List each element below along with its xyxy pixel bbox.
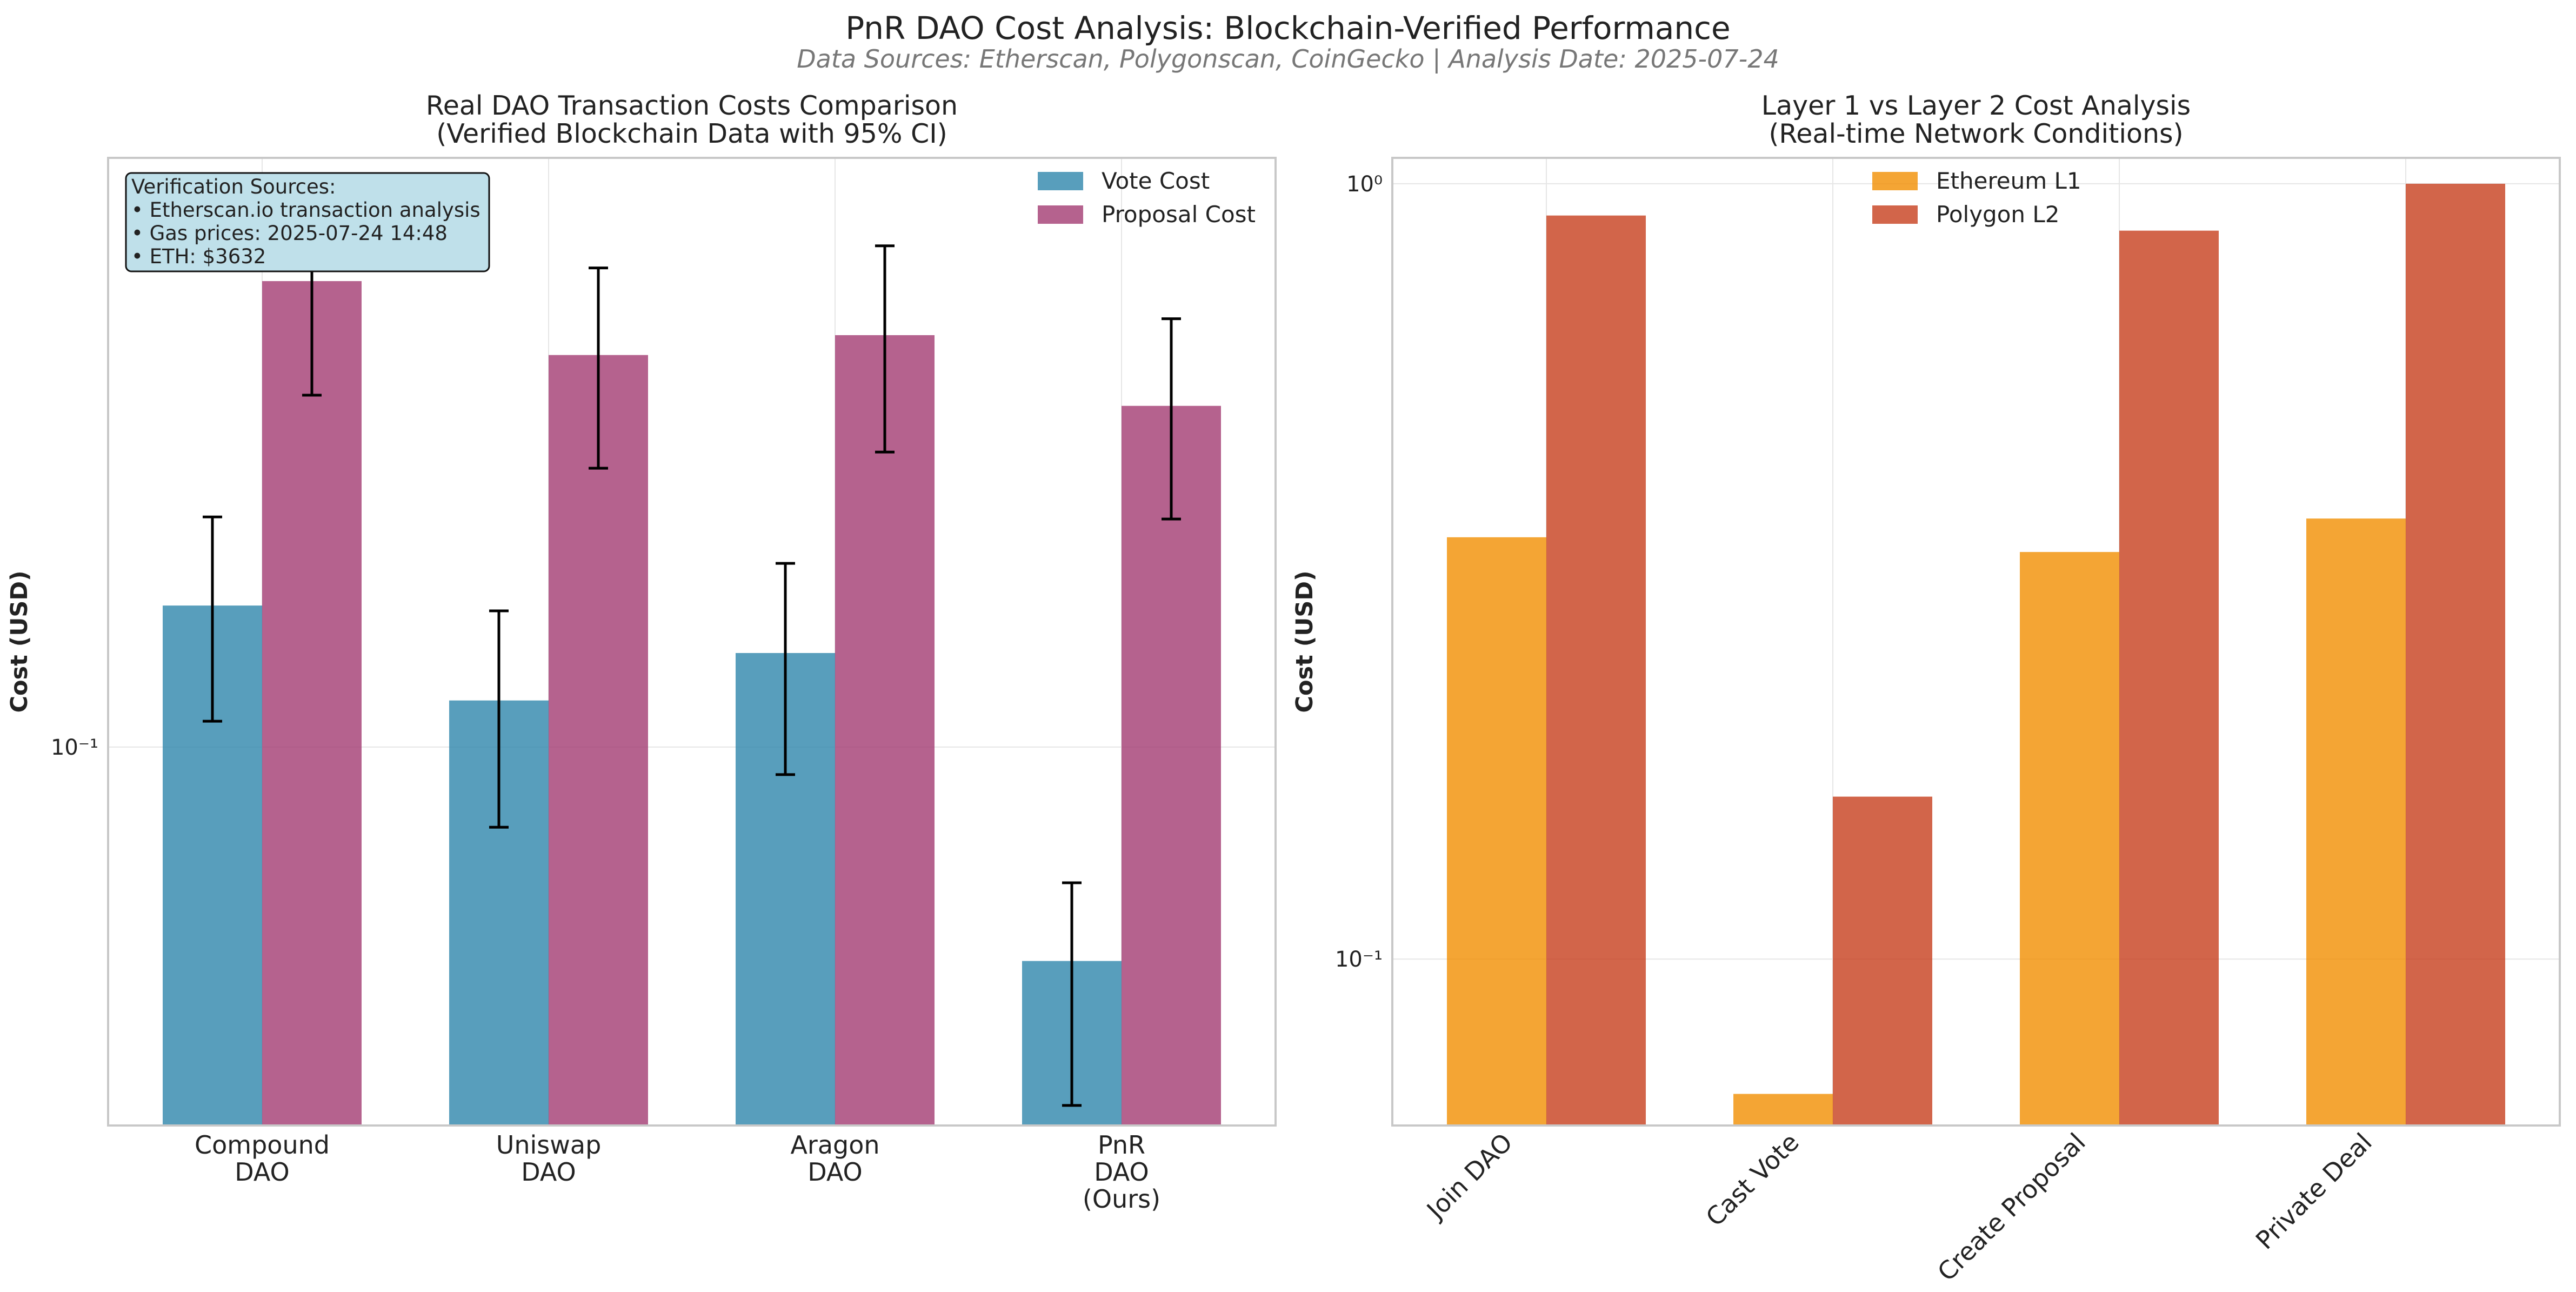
y-tick-label: 10⁻¹: [1335, 947, 1383, 972]
plot-frame: [1391, 157, 2561, 1127]
panel-title: Real DAO Transaction Costs Comparison: [426, 90, 958, 121]
panel-title: (Verified Blockchain Data with 95% CI): [436, 118, 947, 149]
bar-ethereum-l1: [2306, 518, 2406, 1125]
x-tick-label: Create Proposal: [1932, 1128, 2091, 1287]
chart-layer-costs: Layer 1 vs Layer 2 Cost Analysis(Real-ti…: [1291, 90, 2561, 1287]
bar-proposal-cost: [262, 281, 362, 1125]
annotation-line: Verification Sources:: [131, 175, 336, 198]
plot-frame: [107, 157, 1277, 1127]
x-tick-label: Private Deal: [2250, 1128, 2378, 1255]
bar-proposal-cost: [835, 335, 935, 1125]
legend-swatch: [1038, 172, 1083, 190]
x-tick-label: DAO: [807, 1157, 862, 1187]
x-tick-label: (Ours): [1083, 1184, 1160, 1214]
legend-label: Ethereum L1: [1936, 168, 2081, 194]
legend-swatch: [1872, 172, 1918, 190]
bar-proposal-cost: [1122, 405, 1221, 1125]
y-tick-label: 10⁰: [1346, 172, 1383, 197]
legend-label: Vote Cost: [1102, 168, 1210, 194]
x-tick-label: DAO: [235, 1157, 289, 1187]
annotation-line: • ETH: $3632: [131, 245, 266, 268]
panel-title: Layer 1 vs Layer 2 Cost Analysis: [1761, 90, 2191, 121]
y-axis-label: Cost (USD): [6, 570, 33, 712]
y-axis-label: Cost (USD): [1291, 570, 1318, 712]
x-tick-label: PnR: [1098, 1130, 1145, 1160]
bar-ethereum-l1: [2020, 552, 2119, 1125]
bar-polygon-l2: [2119, 230, 2219, 1125]
legend-swatch: [1038, 205, 1083, 224]
chart-dao-costs: Real DAO Transaction Costs Comparison(Ve…: [6, 90, 1277, 1214]
figure-title: PnR DAO Cost Analysis: Blockchain-Verifi…: [845, 10, 1730, 46]
legend-label: Proposal Cost: [1102, 201, 1256, 228]
annotation-line: • Etherscan.io transaction analysis: [131, 198, 481, 222]
bar-polygon-l2: [1833, 796, 1932, 1125]
annotation-line: • Gas prices: 2025-07-24 14:48: [131, 222, 448, 245]
panel-title: (Real-time Network Conditions): [1769, 118, 2183, 149]
x-tick-label: Uniswap: [496, 1130, 602, 1160]
x-tick-label: DAO: [1094, 1157, 1149, 1187]
bar-polygon-l2: [1546, 215, 1646, 1125]
bar-ethereum-l1: [1733, 1094, 1833, 1125]
bar-polygon-l2: [2406, 183, 2505, 1125]
legend-swatch: [1872, 205, 1918, 224]
x-tick-label: Compound: [195, 1130, 330, 1160]
legend-label: Polygon L2: [1936, 201, 2060, 228]
figure-subtitle: Data Sources: Etherscan, Polygonscan, Co…: [797, 44, 1779, 74]
x-tick-label: DAO: [521, 1157, 576, 1187]
bar-proposal-cost: [549, 355, 648, 1125]
bar-ethereum-l1: [1447, 537, 1546, 1125]
x-tick-label: Aragon: [790, 1130, 879, 1160]
y-tick-label: 10⁻¹: [51, 735, 98, 760]
x-tick-label: Cast Vote: [1700, 1128, 1805, 1232]
annotation-box: [125, 172, 490, 272]
x-tick-label: Join DAO: [1420, 1128, 1518, 1226]
